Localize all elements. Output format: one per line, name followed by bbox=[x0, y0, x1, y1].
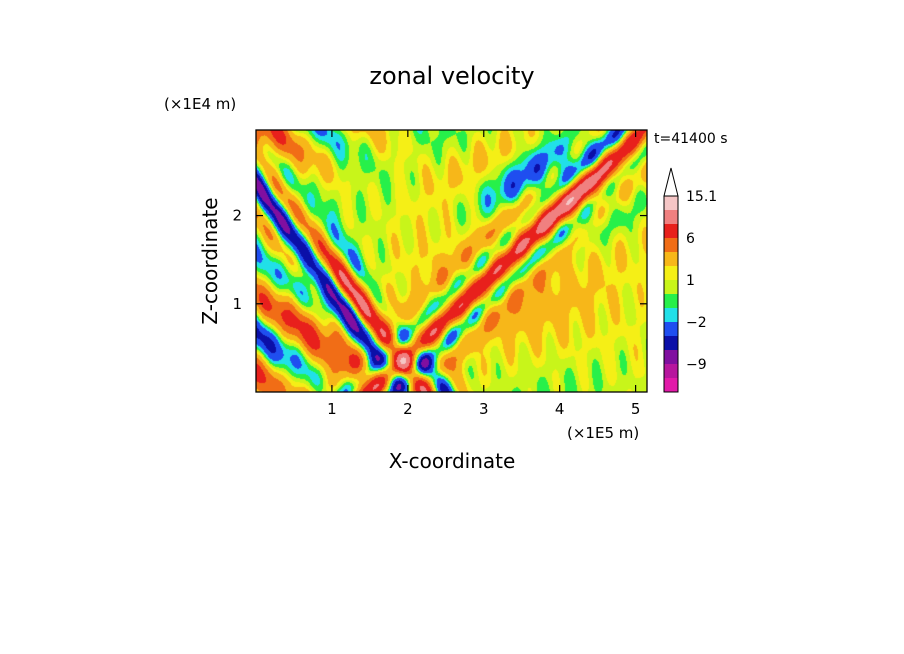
colorbar-label: −2 bbox=[686, 315, 707, 331]
x-tick-label: 2 bbox=[403, 400, 413, 418]
colorbar-label: −9 bbox=[686, 357, 707, 373]
colorbar-swatch bbox=[664, 224, 678, 238]
x-scale-label: (×1E5 m) bbox=[567, 424, 639, 442]
x-tick-label: 1 bbox=[327, 400, 337, 418]
x-tick-label: 4 bbox=[555, 400, 565, 418]
colorbar-label: 15.1 bbox=[686, 189, 717, 205]
colorbar-swatch bbox=[664, 350, 678, 364]
colorbar-swatch bbox=[664, 266, 678, 280]
y-axis: 12 bbox=[232, 207, 647, 313]
x-tick-label: 3 bbox=[479, 400, 489, 418]
colorbar-swatch bbox=[664, 280, 678, 294]
time-label: t=41400 s bbox=[654, 131, 728, 147]
x-axis-label: X-coordinate bbox=[389, 449, 516, 473]
colorbar-swatch bbox=[664, 308, 678, 322]
colorbar-swatch bbox=[664, 196, 678, 210]
colorbar-swatch bbox=[664, 364, 678, 378]
x-axis: 1 2 3 4 5 bbox=[327, 130, 640, 418]
colorbar-swatch bbox=[664, 294, 678, 308]
x-tick-label: 5 bbox=[631, 400, 641, 418]
colorbar-swatch bbox=[664, 336, 678, 350]
plot-frame bbox=[255, 129, 648, 393]
colorbar-label: 1 bbox=[686, 273, 695, 289]
colorbar: 15.1 6 1 −2 −9 bbox=[663, 167, 717, 393]
colorbar-swatch bbox=[664, 252, 678, 266]
colorbar-swatch bbox=[664, 210, 678, 224]
chart-title: zonal velocity bbox=[369, 62, 534, 90]
y-tick-label: 1 bbox=[232, 295, 242, 313]
colorbar-label: 6 bbox=[686, 231, 695, 247]
y-axis-label: Z-coordinate bbox=[198, 197, 222, 324]
y-scale-label: (×1E4 m) bbox=[164, 95, 236, 113]
colorbar-swatch bbox=[664, 322, 678, 336]
velocity-field bbox=[256, 130, 647, 392]
colorbar-max-arrow bbox=[663, 167, 679, 197]
colorbar-swatch bbox=[664, 238, 678, 252]
y-tick-label: 2 bbox=[232, 207, 242, 225]
colorbar-swatch bbox=[664, 378, 678, 392]
